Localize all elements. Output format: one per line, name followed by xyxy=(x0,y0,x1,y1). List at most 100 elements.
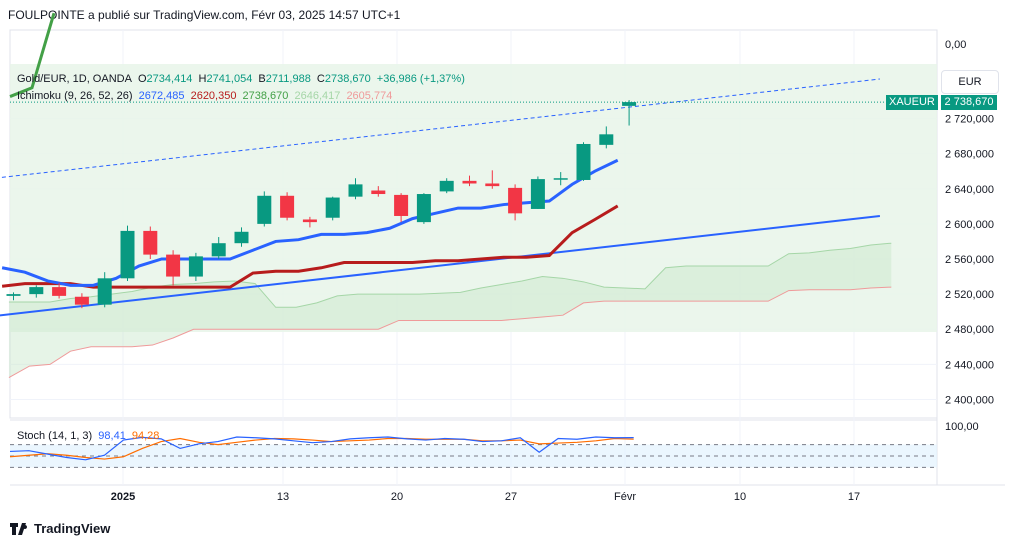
candle-body xyxy=(234,231,249,244)
candle-body xyxy=(120,230,135,279)
candle-body xyxy=(599,134,614,145)
candle-body xyxy=(302,219,317,223)
candle xyxy=(622,100,637,126)
candle xyxy=(211,237,226,259)
stoch-band xyxy=(10,444,937,468)
chikou-span xyxy=(9,12,56,98)
publish-header: FOULPOINTE a publié sur TradingView.com,… xyxy=(8,8,401,22)
close-label: C xyxy=(316,73,325,85)
candle-body xyxy=(211,243,226,257)
lower-trendline xyxy=(0,214,881,317)
candle xyxy=(120,225,135,281)
ichimoku-label: Ichimoku (9, 26, 52, 26) xyxy=(17,90,133,102)
candle xyxy=(302,216,317,228)
time-tick-label: 10 xyxy=(734,491,746,503)
candle xyxy=(6,292,21,301)
candle xyxy=(348,178,363,200)
ichimoku-cloud xyxy=(8,243,892,378)
low-label: B xyxy=(258,73,266,85)
stoch-k-line xyxy=(9,436,634,461)
ichimoku-kijun: 2620,350 xyxy=(190,90,237,102)
change-value: +36,986 (+1,37%) xyxy=(376,73,465,85)
candle xyxy=(416,193,431,224)
tradingview-logo[interactable]: TradingView xyxy=(10,521,110,536)
senkou-span-b xyxy=(8,286,892,378)
tradingview-logo-icon xyxy=(10,522,28,535)
price-tick-label: 2 640,000 xyxy=(945,184,994,196)
candle xyxy=(188,252,203,281)
ichimoku-senkou-b: 2605,774 xyxy=(346,90,393,102)
candle-body xyxy=(485,183,500,187)
stoch-legend: Stoch (14, 1, 3) 98,41 94,28 xyxy=(17,430,162,442)
candle-body xyxy=(530,179,545,209)
candle-body xyxy=(553,178,568,180)
stoch-tick-label: 100,00 xyxy=(945,421,979,433)
candle xyxy=(599,126,614,149)
ichimoku-tenkan: 2672,485 xyxy=(138,90,185,102)
low-value: 2711,988 xyxy=(265,73,311,85)
price-tick-label: 2 480,000 xyxy=(945,324,994,336)
candle xyxy=(325,196,340,221)
candle xyxy=(166,250,181,286)
candle-body xyxy=(325,197,340,218)
stoch-d-line xyxy=(9,437,634,460)
time-tick-label: 20 xyxy=(391,491,403,503)
candle-body xyxy=(439,180,454,192)
candle-body xyxy=(280,195,295,218)
candle xyxy=(508,184,523,221)
price-tick-label: 2 520,000 xyxy=(945,289,994,301)
upper-dashed-trendline xyxy=(0,78,880,179)
stoch-label: Stoch (14, 1, 3) xyxy=(17,430,93,442)
candle xyxy=(234,227,249,247)
candle xyxy=(97,272,112,308)
time-tick-label: 2025 xyxy=(111,491,135,503)
candle xyxy=(257,191,272,227)
candle-body xyxy=(508,187,523,214)
candle-body xyxy=(371,190,386,195)
ichimoku-senkou-a: 2646,417 xyxy=(294,90,341,102)
ichimoku-legend: Ichimoku (9, 26, 52, 26) 2672,485 2620,3… xyxy=(17,90,395,102)
price-tick-label: 2 720,000 xyxy=(945,114,994,126)
high-value: 2741,054 xyxy=(206,73,253,85)
symbol-legend: Gold/EUR, 1D, OANDA O2734,414 H2741,054 … xyxy=(17,73,468,85)
candle-body xyxy=(97,278,112,305)
candle-body xyxy=(622,102,637,106)
close-value: 2738,670 xyxy=(324,73,371,85)
symbol-price-tag: XAUEUR xyxy=(886,95,938,110)
time-tick-label: 17 xyxy=(848,491,860,503)
candle-body xyxy=(394,194,409,216)
price-tick-label: 2 680,000 xyxy=(945,149,994,161)
time-tick-label: 27 xyxy=(505,491,517,503)
candle-body xyxy=(462,180,477,184)
high-label: H xyxy=(198,73,207,85)
price-tick-label: 2 440,000 xyxy=(945,359,994,371)
ichimoku-chikou: 2738,670 xyxy=(242,90,289,102)
candle-body xyxy=(188,256,203,277)
candle xyxy=(462,175,477,187)
candle xyxy=(530,176,545,209)
symbol-name: Gold/EUR, 1D, OANDA xyxy=(17,73,132,85)
candle xyxy=(280,192,295,221)
price-tick-label: 0,00 xyxy=(945,39,966,51)
candle xyxy=(143,226,158,259)
last-price-tag: 2 738,670 xyxy=(941,95,997,110)
price-tick-label: 2 400,000 xyxy=(945,394,994,406)
stoch-d-value: 94,28 xyxy=(131,430,160,442)
price-tick-label: 2 560,000 xyxy=(945,254,994,266)
brand-name: TradingView xyxy=(34,521,111,536)
currency-button[interactable]: EUR xyxy=(941,70,999,94)
open-value: 2734,414 xyxy=(146,73,193,85)
candle xyxy=(553,172,568,186)
candle xyxy=(439,178,454,194)
candle xyxy=(371,186,386,197)
candle-body xyxy=(416,194,431,223)
price-tick-label: 2 600,000 xyxy=(945,219,994,231)
candle xyxy=(29,285,44,298)
candle xyxy=(394,193,409,223)
candle xyxy=(74,293,89,309)
candle xyxy=(485,170,500,189)
candle-body xyxy=(6,294,21,296)
time-tick-label: Févr xyxy=(614,491,636,503)
